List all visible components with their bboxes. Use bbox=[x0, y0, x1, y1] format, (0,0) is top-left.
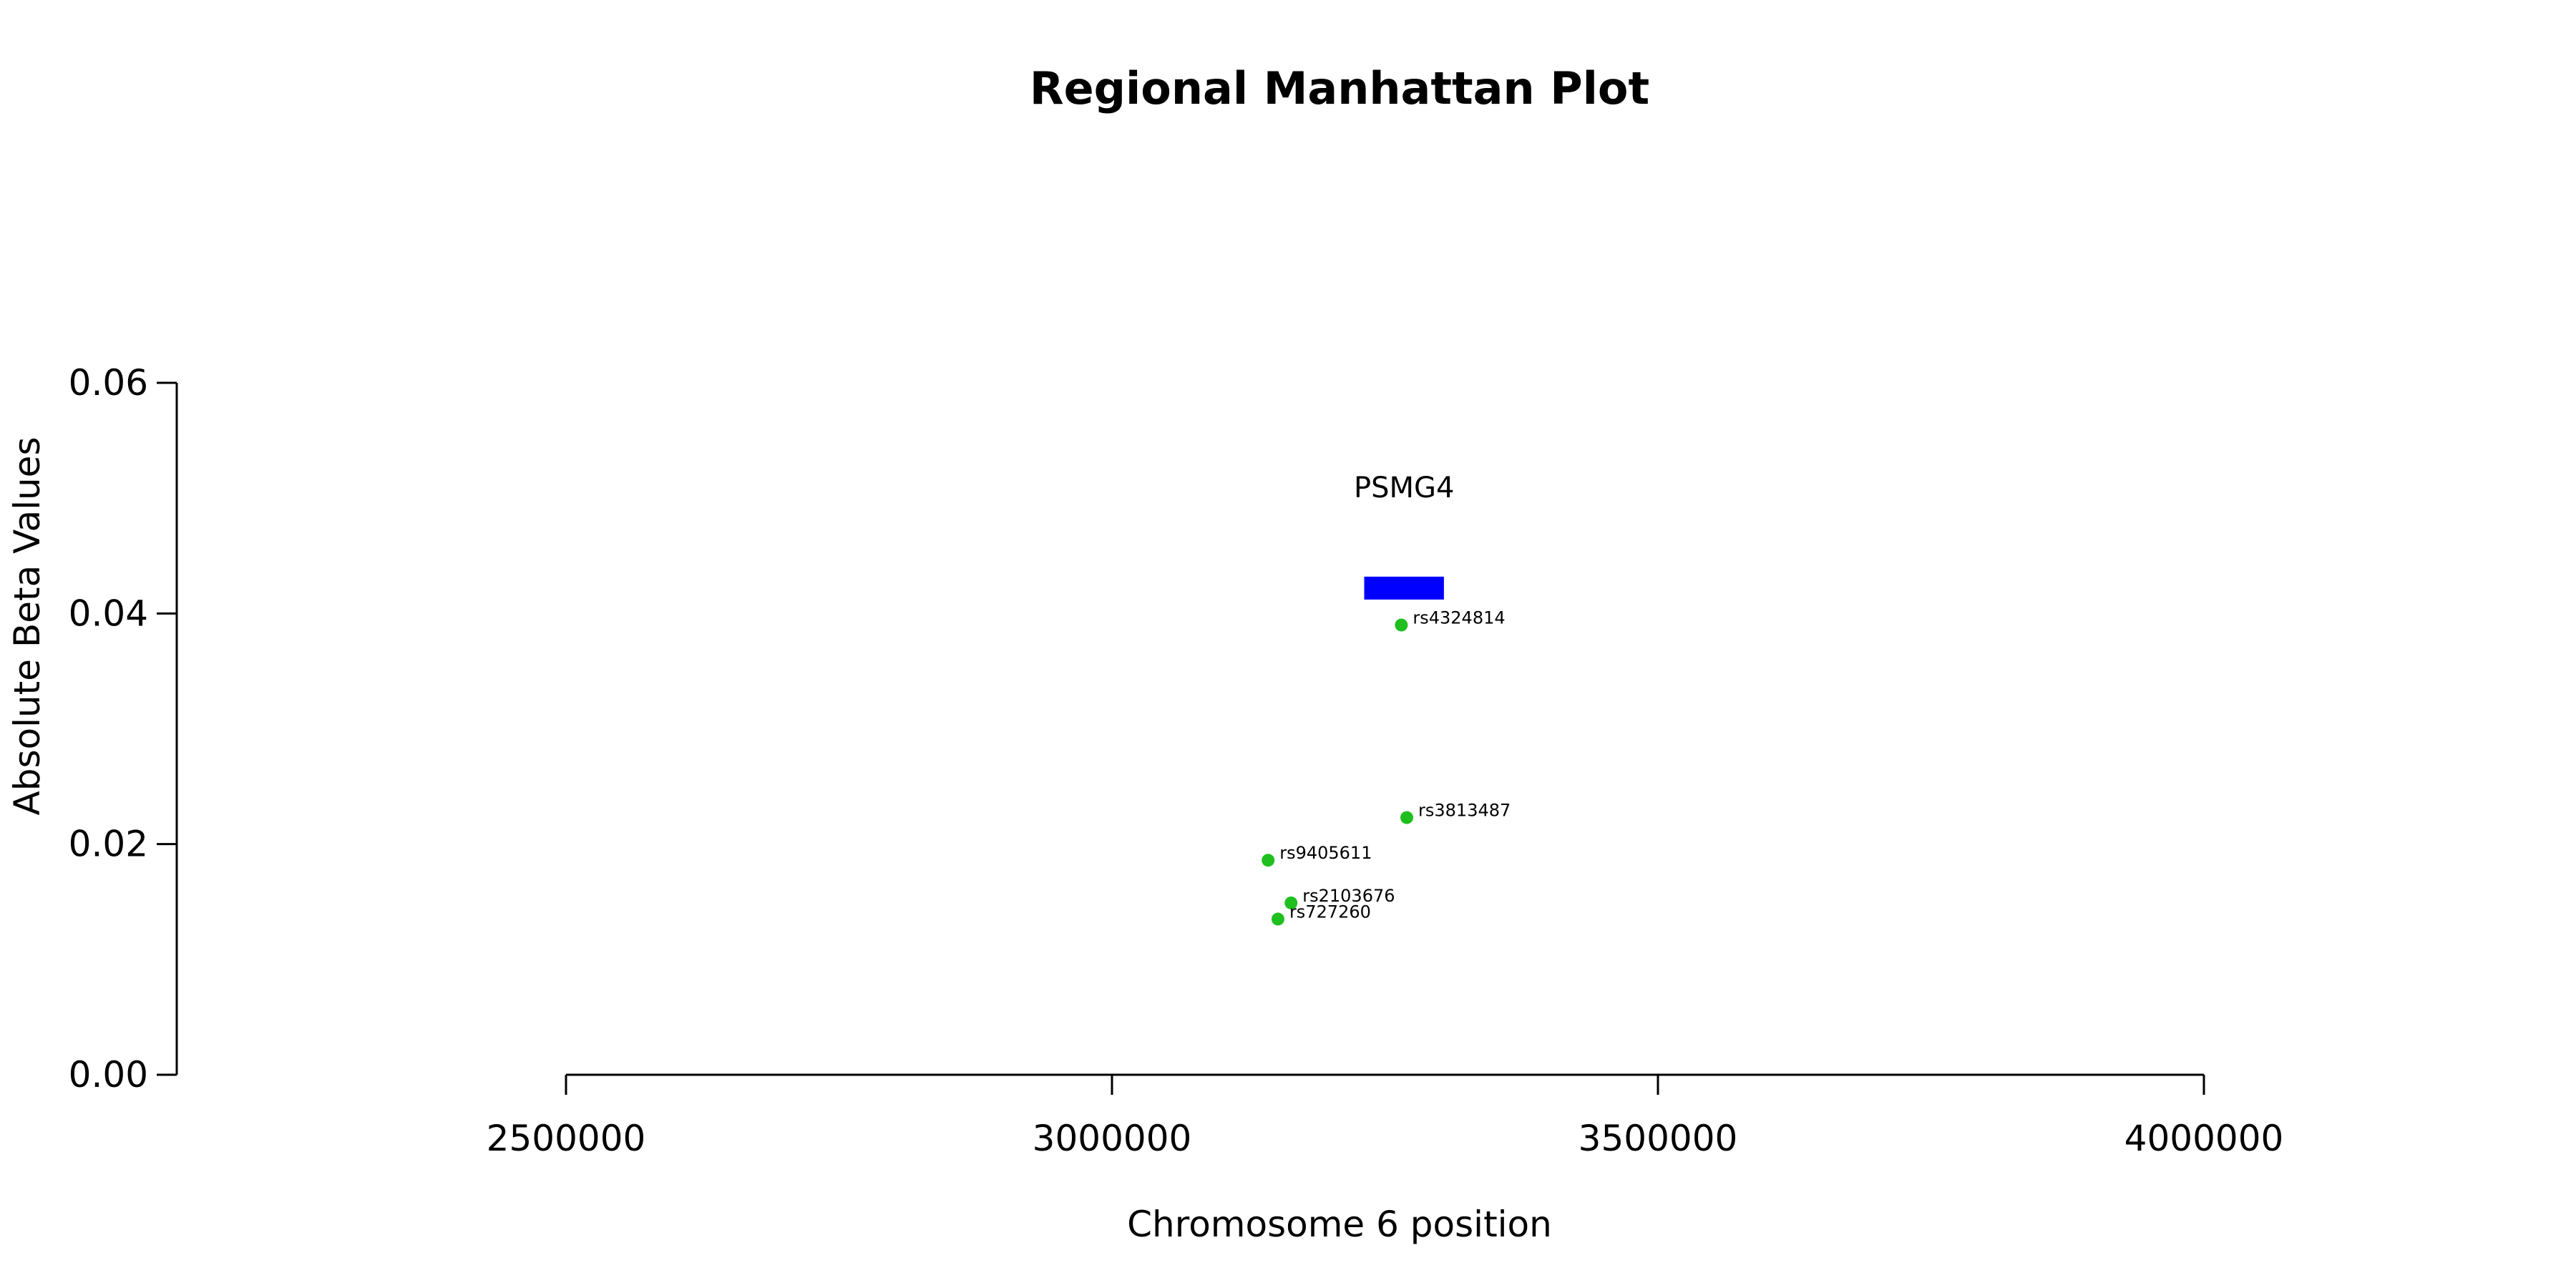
chart-title: Regional Manhattan Plot bbox=[1030, 62, 1649, 114]
snp-point bbox=[1271, 912, 1284, 926]
y-axis: 0.00 0.02 0.04 0.06 bbox=[69, 362, 178, 1096]
snp-label: rs9405611 bbox=[1279, 843, 1372, 863]
snp-label: rs2103676 bbox=[1302, 886, 1395, 906]
gene-label: PSMG4 bbox=[1354, 472, 1454, 504]
x-tick-label: 3000000 bbox=[1033, 1118, 1192, 1159]
snp-point bbox=[1284, 896, 1298, 909]
y-tick-label: 0.02 bbox=[69, 824, 148, 865]
x-tick-label: 2500000 bbox=[487, 1118, 646, 1159]
x-tick-label: 3500000 bbox=[1579, 1118, 1738, 1159]
y-tick-label: 0.04 bbox=[69, 592, 148, 634]
gene-track: PSMG4 bbox=[1354, 472, 1454, 600]
snp-label: rs727260 bbox=[1289, 902, 1371, 922]
snp-point bbox=[1262, 854, 1275, 867]
snp-point bbox=[1400, 811, 1414, 824]
x-tick-label: 4000000 bbox=[2124, 1118, 2284, 1159]
snp-point bbox=[1395, 618, 1408, 632]
y-tick-label: 0.06 bbox=[69, 362, 148, 404]
y-tick-label: 0.00 bbox=[69, 1054, 148, 1096]
x-axis-label: Chromosome 6 position bbox=[1127, 1204, 1552, 1245]
x-axis: 2500000 3000000 3500000 4000000 bbox=[487, 1073, 2284, 1159]
snp-label: rs3813487 bbox=[1418, 801, 1511, 821]
gene-bar bbox=[1364, 576, 1444, 600]
y-axis-label: Absolute Beta Values bbox=[6, 437, 48, 816]
snp-label: rs4324814 bbox=[1413, 608, 1505, 628]
snp-points: rs4324814 rs3813487 rs9405611 rs2103676rs72… bbox=[1262, 608, 1511, 926]
